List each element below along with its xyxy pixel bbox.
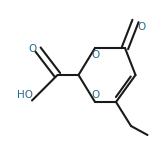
Text: O: O <box>28 45 37 54</box>
Text: O: O <box>91 50 99 60</box>
Text: O: O <box>91 90 99 101</box>
Text: HO: HO <box>17 90 34 100</box>
Text: O: O <box>137 22 145 33</box>
